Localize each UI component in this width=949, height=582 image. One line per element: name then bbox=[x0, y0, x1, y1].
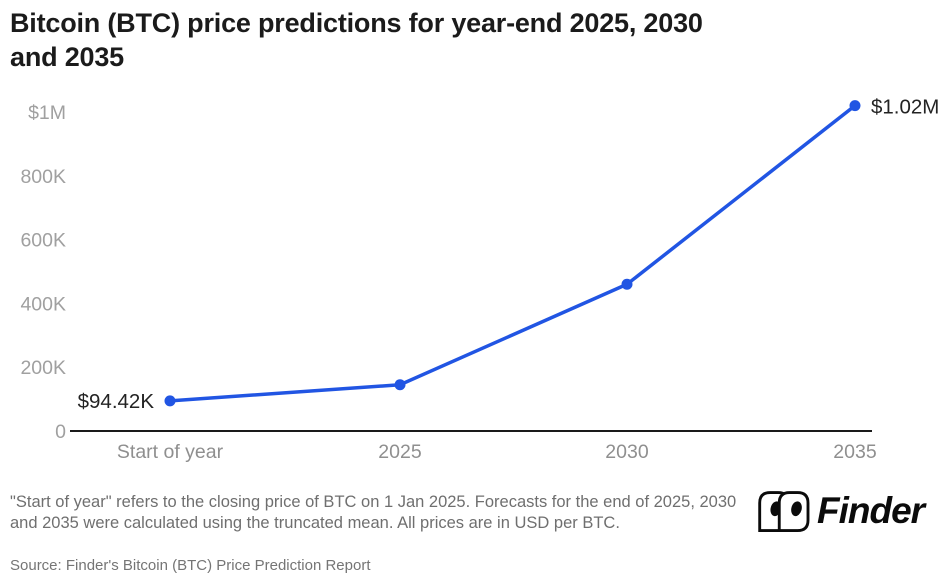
y-tick-label: 600K bbox=[20, 230, 66, 252]
data-point bbox=[164, 395, 176, 407]
y-tick-label: 200K bbox=[20, 357, 66, 379]
page-title-line-2: and 2035 bbox=[10, 42, 124, 72]
x-tick-label: 2035 bbox=[833, 441, 877, 463]
y-tick-label: $1M bbox=[28, 102, 66, 124]
page-title: Bitcoin (BTC) price predictions for year… bbox=[10, 6, 703, 74]
finder-eyes-icon bbox=[758, 491, 810, 532]
page-title-line-1: Bitcoin (BTC) price predictions for year… bbox=[10, 8, 703, 38]
btc-price-line-chart: 0 200K 400K 600K 800K $1M Start of year 2025 203… bbox=[20, 96, 939, 463]
data-point bbox=[849, 100, 861, 112]
y-tick-label: 800K bbox=[20, 166, 66, 188]
footnote-text: "Start of year" refers to the closing pr… bbox=[10, 493, 737, 532]
x-tick-label: 2025 bbox=[378, 441, 422, 463]
y-tick-label: 0 bbox=[55, 421, 66, 443]
x-tick-label: 2030 bbox=[605, 441, 649, 463]
y-tick-label: 400K bbox=[20, 293, 66, 315]
point-value-label: $94.42K bbox=[78, 390, 155, 413]
data-point bbox=[394, 379, 406, 391]
point-value-label: $1.02M bbox=[871, 96, 939, 119]
finder-logo-text: Finder bbox=[817, 490, 925, 531]
data-point bbox=[621, 278, 633, 290]
price-line bbox=[168, 103, 857, 403]
finder-logo: Finder bbox=[756, 488, 925, 534]
x-tick-label: Start of year bbox=[117, 441, 224, 463]
source-text: Source: Finder's Bitcoin (BTC) Price Pre… bbox=[10, 557, 371, 574]
